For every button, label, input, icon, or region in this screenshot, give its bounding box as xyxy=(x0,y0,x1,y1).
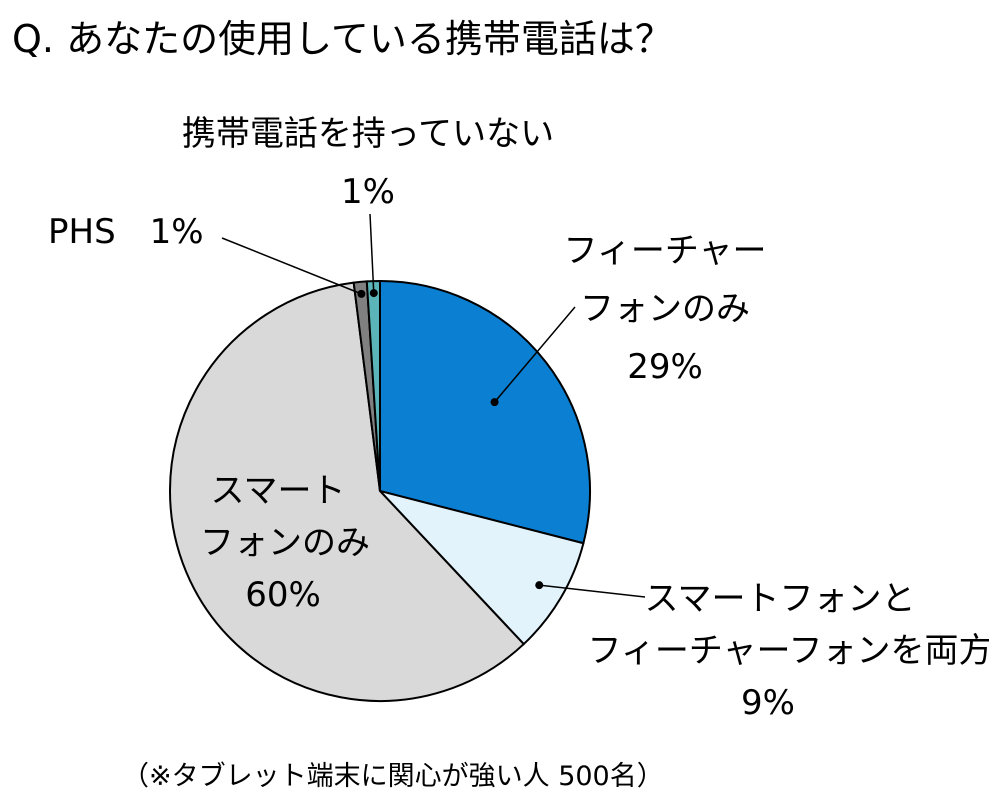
slice-label-4-line-0: 携帯電話を持っていない xyxy=(182,114,554,154)
slice-label-1-line-1: フィーチャーフォンを両方 xyxy=(588,631,989,671)
slice-label-1-line-2: 9% xyxy=(741,683,795,723)
pie-slice-2 xyxy=(169,281,526,702)
leader-line-3 xyxy=(221,237,362,295)
pie-slice-1 xyxy=(376,489,585,646)
pie-slice-0 xyxy=(379,279,591,545)
slice-label-2-line-0: スマート xyxy=(211,471,346,511)
leader-line-4 xyxy=(369,213,375,294)
leader-dot-3 xyxy=(357,289,366,298)
leader-dot-1 xyxy=(535,581,544,590)
slice-label-0-line-1: フォンのみ xyxy=(580,289,750,329)
leader-line-0 xyxy=(493,306,576,403)
slice-label-0-line-0: フィーチャー xyxy=(564,231,767,271)
leader-dot-4 xyxy=(369,289,378,298)
leader-line-1 xyxy=(539,584,646,598)
footnote: （※タブレット端末に関心が強い人 500名） xyxy=(122,761,664,792)
leader-dot-0 xyxy=(490,398,499,407)
slice-label-2-line-2: 60% xyxy=(245,575,321,615)
slice-label-4-line-1: 1% xyxy=(341,172,395,212)
slice-label-0-line-2: 29% xyxy=(627,347,703,387)
slice-labels: フィーチャーフォンのみ29%スマートフォンとフィーチャーフォンを両方9%スマート… xyxy=(48,114,989,723)
slice-label-1-line-0: スマートフォンと xyxy=(645,579,916,619)
slice-label-3-line-0: PHS 1% xyxy=(48,212,204,252)
pie-slices xyxy=(169,279,591,702)
leader-lines xyxy=(221,213,646,598)
slice-label-2-line-1: フォンのみ xyxy=(200,523,370,563)
chart-title: Q. あなたの使用している携帯電話は？ xyxy=(12,17,673,61)
